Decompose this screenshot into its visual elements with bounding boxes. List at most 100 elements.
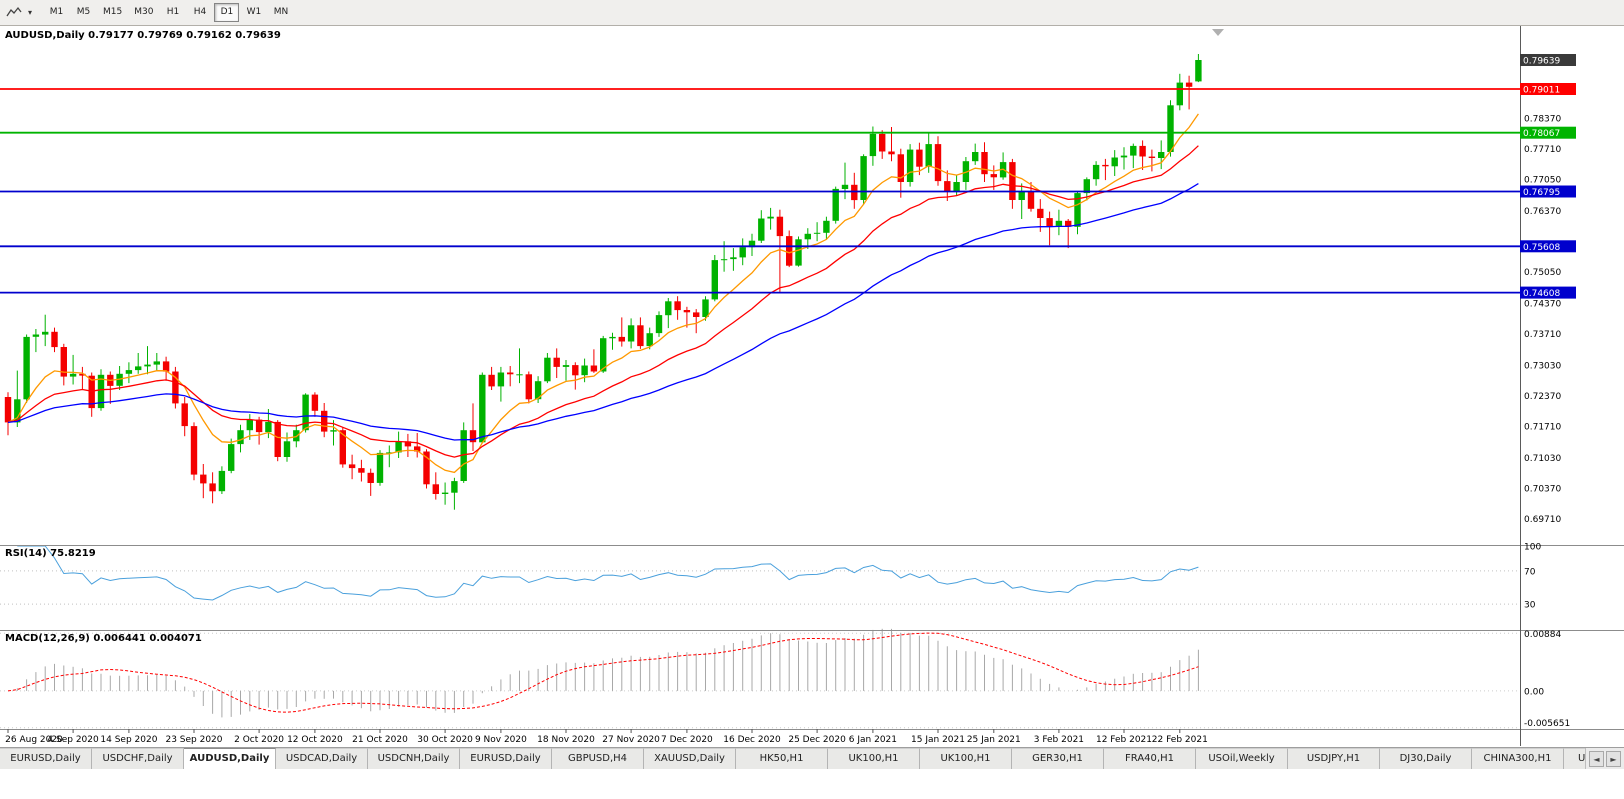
date-axis-label: 2 Oct 2020 xyxy=(234,735,284,745)
date-axis-label: 16 Dec 2020 xyxy=(723,735,781,745)
date-axis-label: 23 Sep 2020 xyxy=(165,735,222,745)
date-axis-label: 14 Sep 2020 xyxy=(100,735,157,745)
price-axis-label: 0.70370 xyxy=(1524,485,1561,495)
timeframe-button-M5[interactable]: M5 xyxy=(76,7,91,17)
date-axis-label: 12 Feb 2021 xyxy=(1096,735,1152,745)
price-axis-label: 0.74370 xyxy=(1524,300,1561,310)
price-badge-label: 0.74608 xyxy=(1523,289,1560,299)
date-axis-label: 30 Oct 2020 xyxy=(417,735,473,745)
date-axis-label: 6 Jan 2021 xyxy=(849,735,897,745)
timeframe-button-M15[interactable]: M15 xyxy=(103,7,123,17)
price-badge-label: 0.79011 xyxy=(1523,86,1560,96)
ma-ema9-line xyxy=(7,113,1199,474)
date-axis-label: 25 Jan 2021 xyxy=(967,735,1021,745)
timeframe-button-M1[interactable]: M1 xyxy=(49,7,64,17)
chart-tab-10-uk100-h1[interactable]: UK100,H1 xyxy=(920,748,1012,769)
price-axis-label: 0.76370 xyxy=(1524,207,1561,217)
timeframe-toolbar: M1 M5 M15 M30 H1 H4 D1 W1 MN xyxy=(44,3,293,22)
chart-tab-14-usdjpy-h1[interactable]: USDJPY,H1 xyxy=(1288,748,1380,769)
timeframe-button-M30[interactable]: M30 xyxy=(134,7,154,17)
toolbar: ▾ M1 M5 M15 M30 H1 H4 D1 W1 MN xyxy=(0,0,1624,26)
status-bar xyxy=(0,769,1624,799)
current-price-badge xyxy=(1520,54,1576,66)
date-axis-label: 25 Dec 2020 xyxy=(788,735,846,745)
price-axis-label: 0.78370 xyxy=(1524,115,1561,125)
macd-axis-label: 0.00 xyxy=(1524,687,1544,697)
price-axis-label: 0.69710 xyxy=(1524,515,1561,525)
date-axis-label: 27 Nov 2020 xyxy=(602,735,660,745)
date-axis-label: 26 Aug 2020 xyxy=(5,735,63,745)
chart-tab-3-usdcad-daily[interactable]: USDCAD,Daily xyxy=(276,748,368,769)
rsi-line xyxy=(17,545,1199,601)
chart-tab-15-dj30-daily[interactable]: DJ30,Daily xyxy=(1380,748,1472,769)
date-axis-label: 22 Feb 2021 xyxy=(1152,735,1208,745)
current-price-badge-label: 0.79639 xyxy=(1523,57,1560,67)
timeframe-button-MN[interactable]: MN xyxy=(273,7,289,17)
price-axis[interactable]: 0.78370 0.77710 0.77050 0.76370 0.75050 0.743… xyxy=(1520,54,1576,729)
macd-histogram xyxy=(16,628,1199,718)
bottom-tabbar: EURUSD,Daily USDCHF,Daily AUDUSD,Daily USDC… xyxy=(0,747,1624,770)
ma-ema21-line xyxy=(7,145,1199,458)
price-badge-label: 0.78067 xyxy=(1523,129,1560,139)
date-axis-label: 15 Jan 2021 xyxy=(911,735,965,745)
timeframe-button-D1[interactable]: D1 xyxy=(214,3,240,22)
chart-tab-9-uk100-h1[interactable]: UK100,H1 xyxy=(828,748,920,769)
chart-tab-12-fra40-h1[interactable]: FRA40,H1 xyxy=(1104,748,1196,769)
chart-tab-7-xauusd-daily[interactable]: XAUUSD,Daily xyxy=(644,748,736,769)
price-axis-label: 0.71710 xyxy=(1524,423,1561,433)
chart-canvas[interactable]: 0.78370 0.77710 0.77050 0.76370 0.75050 0.743… xyxy=(0,26,1624,747)
macd-axis-label: -0.005651 xyxy=(1524,719,1570,729)
price-badge-label: 0.76795 xyxy=(1523,188,1560,198)
price-badge xyxy=(1520,185,1576,198)
candles xyxy=(4,54,1202,510)
chart-type-icon[interactable] xyxy=(4,3,24,23)
date-axis-label: 9 Nov 2020 xyxy=(475,735,527,745)
chart-tab-13-usoil-weekly[interactable]: USOil,Weekly xyxy=(1196,748,1288,769)
price-axis-label: 0.73710 xyxy=(1524,330,1561,340)
price-axis-label: 0.75050 xyxy=(1524,268,1561,278)
price-axis-label: 0.77710 xyxy=(1524,145,1561,155)
chart-tab-8-hk50-h1[interactable]: HK50,H1 xyxy=(736,748,828,769)
chart-tab-5-eurusd-daily[interactable]: EURUSD,Daily xyxy=(460,748,552,769)
chart-tab-2-audusd-daily[interactable]: AUDUSD,Daily xyxy=(184,748,276,769)
chart-type-dropdown-caret-icon[interactable]: ▾ xyxy=(27,8,32,17)
date-axis-label: 3 Feb 2021 xyxy=(1034,735,1084,745)
chart-shift-marker-icon[interactable] xyxy=(1212,29,1224,36)
chart-region: 0.78370 0.77710 0.77050 0.76370 0.75050 0.743… xyxy=(0,26,1624,747)
date-axis-label: 21 Oct 2020 xyxy=(352,735,408,745)
price-badge xyxy=(1520,126,1576,139)
timeframe-button-H1[interactable]: H1 xyxy=(166,7,180,17)
price-axis-label: 0.73030 xyxy=(1524,362,1561,372)
price-badge-label: 0.75608 xyxy=(1523,243,1560,253)
date-axis-label: 18 Nov 2020 xyxy=(537,735,595,745)
chart-tab-4-usdcnh-daily[interactable]: USDCNH,Daily xyxy=(368,748,460,769)
scroll-tabs-right-icon[interactable]: ► xyxy=(1606,751,1621,767)
date-axis-label: 4 Sep 2020 xyxy=(47,735,99,745)
rsi-axis-label: 70 xyxy=(1524,567,1536,577)
price-axis-label: 0.77050 xyxy=(1524,176,1561,186)
price-badge xyxy=(1520,286,1576,299)
macd-signal-line xyxy=(7,632,1199,713)
chart-tab-16-china300-h1[interactable]: CHINA300,H1 xyxy=(1472,748,1564,769)
tab-scroll-buttons: ◄ ► xyxy=(1585,748,1624,770)
chart-tab-6-gbpusd-h4[interactable]: GBPUSD,H4 xyxy=(552,748,644,769)
price-axis-label: 0.72370 xyxy=(1524,392,1561,402)
rsi-axis-label: 100 xyxy=(1524,543,1541,553)
chart-tab-0-eurusd-daily[interactable]: EURUSD,Daily xyxy=(0,748,92,769)
price-badge xyxy=(1520,240,1576,253)
price-axis-label: 0.71030 xyxy=(1524,454,1561,464)
timeframe-button-W1[interactable]: W1 xyxy=(246,7,262,17)
timeframe-button-H4[interactable]: H4 xyxy=(193,7,207,17)
chart-tab-1-usdchf-daily[interactable]: USDCHF,Daily xyxy=(92,748,184,769)
date-axis-label: 7 Dec 2020 xyxy=(661,735,713,745)
chart-tabs: EURUSD,Daily USDCHF,Daily AUDUSD,Daily USDC… xyxy=(0,748,1624,769)
scroll-tabs-left-icon[interactable]: ◄ xyxy=(1589,751,1604,767)
line-chart-glyph xyxy=(6,6,22,16)
ma-ema45-line xyxy=(7,183,1199,441)
macd-axis-label: 0.00884 xyxy=(1524,630,1561,640)
rsi-axis-label: 30 xyxy=(1524,601,1536,611)
price-badge xyxy=(1520,83,1576,95)
chart-tab-11-ger30-h1[interactable]: GER30,H1 xyxy=(1012,748,1104,769)
